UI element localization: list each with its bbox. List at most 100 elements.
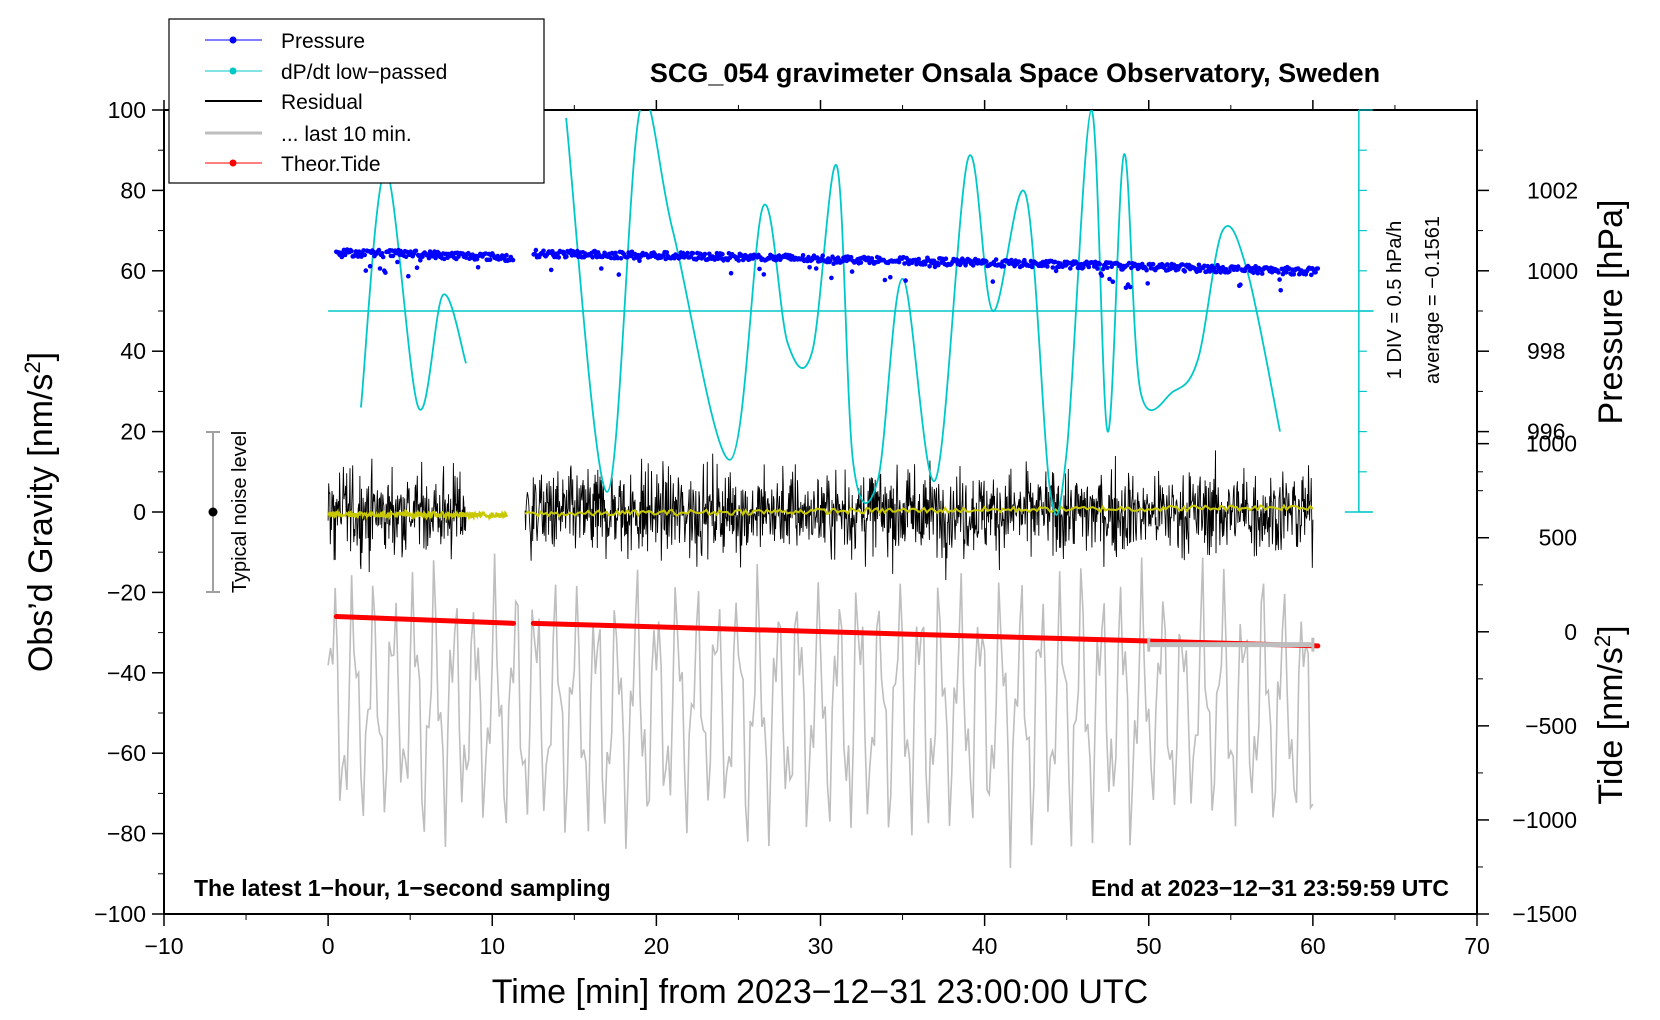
pressure-point <box>533 247 539 253</box>
tide-line <box>530 620 1321 649</box>
pressure-point <box>848 254 854 260</box>
tide-axis-title-sup: 2 <box>1590 635 1615 647</box>
pressure-point <box>1259 271 1265 276</box>
pressure-point <box>664 250 670 255</box>
legend-item-last10: ... last 10 min. <box>205 123 412 146</box>
pressure-point <box>1277 277 1282 282</box>
pressure-point <box>1144 267 1149 273</box>
pressure-point <box>1283 270 1289 275</box>
pressure-point <box>1313 270 1318 275</box>
x-tick-label: 50 <box>1136 933 1162 959</box>
pressure-point <box>615 255 620 261</box>
pressure-point <box>383 270 388 275</box>
legend-item-tide: Theor.Tide <box>205 153 381 176</box>
pressure-point <box>1150 261 1156 267</box>
pressure-point <box>1165 262 1170 267</box>
tide-line <box>333 614 517 626</box>
pressure-point <box>487 257 493 263</box>
pressure-point <box>355 254 361 259</box>
pressure-point <box>564 254 569 259</box>
pressure-point <box>413 248 419 254</box>
y-tick-label: −60 <box>107 740 146 766</box>
pressure-point <box>395 259 400 265</box>
y-tick-label: −20 <box>107 579 146 605</box>
pressure-point <box>849 269 855 274</box>
residual-mean-line <box>524 503 1314 518</box>
pressure-point <box>714 250 720 256</box>
pressure-point <box>806 254 811 260</box>
pressure-point <box>970 263 976 268</box>
x-tick-label: 20 <box>644 933 670 959</box>
y-tick-label: 0 <box>133 499 146 525</box>
pressure-point <box>1053 268 1059 274</box>
pressure-point <box>1001 264 1006 269</box>
pressure-point <box>1278 288 1283 293</box>
x-tick-label: 40 <box>972 933 998 959</box>
legend-item-dpdt: dP/dt low−passed <box>205 61 447 84</box>
pressure-point <box>858 260 864 265</box>
x-tick-label: −10 <box>144 933 183 959</box>
pressure-point <box>414 265 420 271</box>
pressure-point <box>363 268 369 273</box>
pressure-point <box>757 266 762 272</box>
pressure-tick-label: 1002 <box>1527 177 1578 203</box>
pressure-point <box>510 257 516 263</box>
pressure-point <box>403 254 409 260</box>
pressure-point <box>1255 270 1261 276</box>
pressure-point <box>896 259 902 265</box>
pressure-point <box>1182 269 1188 274</box>
tide-axis-title-close: ] <box>1592 625 1630 634</box>
pressure-point <box>984 259 989 264</box>
pressure-point <box>390 253 396 259</box>
pressure-point <box>805 258 810 264</box>
pressure-point <box>376 247 382 253</box>
pressure-point <box>616 272 622 277</box>
tide-tick-label: −1000 <box>1512 807 1577 833</box>
x-tick-label: 70 <box>1464 933 1490 959</box>
tide-tick-label: 500 <box>1539 525 1577 551</box>
pressure-point <box>1315 266 1321 271</box>
pressure-point <box>1105 265 1110 271</box>
x-tick-label: 60 <box>1300 933 1326 959</box>
pressure-point <box>807 265 812 270</box>
svg-text:Residual: Residual <box>281 91 363 114</box>
tide-tick-label: 0 <box>1564 619 1577 645</box>
pressure-point <box>1309 272 1314 278</box>
y-tick-label: −40 <box>107 660 146 686</box>
pressure-point <box>548 267 554 273</box>
pressure-point <box>1196 262 1202 268</box>
y-tick-label: −100 <box>94 901 146 927</box>
y-tick-label: 60 <box>120 258 146 284</box>
pressure-point <box>361 248 366 253</box>
pressure-point <box>613 250 618 256</box>
pressure-point <box>1145 281 1150 286</box>
pressure-point <box>1107 276 1112 282</box>
x-tick-label: 30 <box>808 933 834 959</box>
y-tick-label: −80 <box>107 821 146 847</box>
legend: Pressure dP/dt low−passed Residual ... l… <box>168 18 545 184</box>
pressure-point <box>1235 264 1241 269</box>
pressure-point <box>590 254 595 260</box>
pressure-point <box>1276 270 1281 275</box>
y-axis-title-left-sup: 2 <box>20 361 45 373</box>
pressure-point <box>702 251 708 257</box>
pressure-point <box>1238 282 1243 288</box>
pressure-point <box>916 256 921 262</box>
tide-axis-title: Tide [nm/s2] <box>1590 625 1630 804</box>
y-tick-label: 100 <box>108 97 146 123</box>
legend-item-residual: Residual <box>205 91 363 114</box>
pressure-point <box>688 254 694 259</box>
pressure-tick-label: 1000 <box>1527 258 1578 284</box>
pressure-point <box>828 258 833 263</box>
pressure-point <box>820 253 825 258</box>
svg-text:Pressure: Pressure <box>281 30 365 53</box>
pressure-point <box>556 255 562 260</box>
y-axis-title-left-close: ] <box>22 352 60 361</box>
annotation-right: End at 2023−12−31 23:59:59 UTC <box>1091 875 1449 901</box>
pressure-point <box>993 257 999 262</box>
tide-series <box>333 614 1321 649</box>
tide-tick-label: −1500 <box>1512 901 1577 927</box>
pressure-point <box>720 251 725 257</box>
pressure-point <box>800 253 806 258</box>
pressure-point <box>362 252 368 258</box>
